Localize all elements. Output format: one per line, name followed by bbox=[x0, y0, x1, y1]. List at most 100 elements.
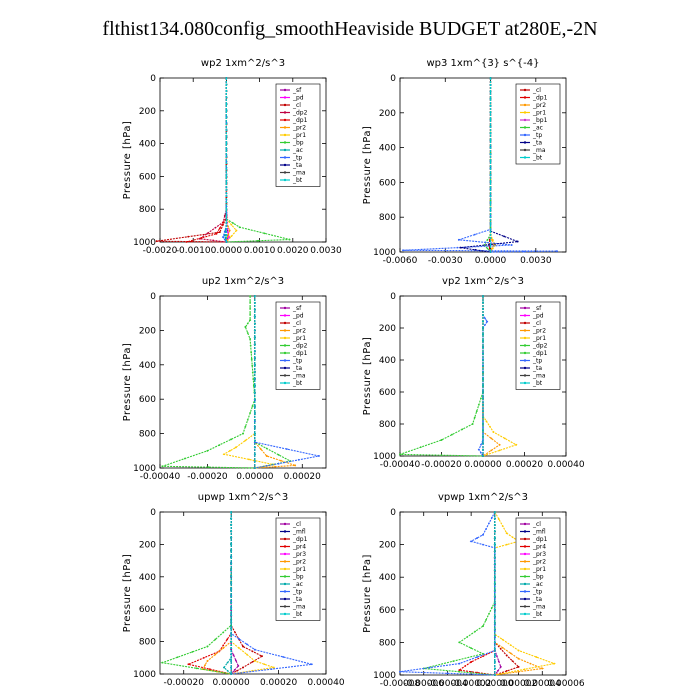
series-point bbox=[225, 116, 228, 119]
series-point bbox=[529, 662, 532, 665]
series-line-dp2 bbox=[162, 296, 256, 469]
series-point bbox=[225, 162, 228, 165]
series-point bbox=[482, 448, 484, 451]
x-tick-label: -0.00006 bbox=[403, 679, 444, 689]
series-point bbox=[482, 416, 484, 419]
y-tick-label: 1000 bbox=[133, 670, 156, 680]
series-point bbox=[489, 91, 492, 93]
series-point bbox=[251, 405, 254, 407]
y-tick-label: 800 bbox=[379, 638, 396, 648]
series-point bbox=[225, 129, 228, 132]
series-point bbox=[402, 249, 404, 252]
chart-panel-wp2: wp2 1xm^2/s^3 Pressure [hPa] 0 200 400 600 800… bbox=[122, 58, 342, 256]
series-point bbox=[493, 550, 496, 553]
series-point bbox=[236, 669, 238, 672]
series-point bbox=[493, 634, 496, 637]
series-point bbox=[493, 654, 496, 657]
legend-label: _tp bbox=[532, 358, 542, 365]
series-point bbox=[225, 227, 228, 230]
chart-panel-vp2: vp2 1xm^2/s^3 Pressure [hPa] 0 200 400 600 800… bbox=[362, 276, 585, 470]
legend-marker bbox=[283, 163, 287, 167]
series-point bbox=[495, 655, 498, 657]
legend-marker bbox=[283, 88, 287, 92]
series-point bbox=[317, 455, 320, 457]
series-point bbox=[482, 359, 484, 361]
y-tick-label: 400 bbox=[139, 140, 156, 150]
series-point bbox=[230, 562, 233, 565]
x-tick-label: 0.00040 bbox=[547, 460, 584, 470]
plot-frame bbox=[159, 511, 327, 675]
series-line-ac bbox=[483, 78, 492, 253]
series-point bbox=[501, 638, 504, 641]
series-point bbox=[214, 638, 217, 641]
series-point bbox=[491, 238, 494, 241]
legend-marker bbox=[283, 552, 287, 556]
series-point bbox=[474, 630, 476, 633]
legend-marker bbox=[283, 329, 287, 332]
x-tick-label: 0.0030 bbox=[520, 256, 552, 266]
legend-label: _dp1 bbox=[532, 350, 548, 357]
series-point bbox=[230, 640, 233, 643]
legend-marker bbox=[523, 522, 527, 526]
series-point bbox=[489, 84, 492, 86]
series-point bbox=[225, 123, 228, 125]
series-point bbox=[253, 363, 256, 366]
series-point bbox=[246, 322, 249, 325]
series-line-dp1 bbox=[230, 512, 264, 675]
panel-title: up2 1xm^2/s^3 bbox=[202, 276, 284, 287]
series-point bbox=[223, 214, 226, 217]
legend-marker bbox=[283, 103, 287, 107]
series-point bbox=[493, 556, 496, 559]
series-point bbox=[230, 537, 233, 539]
legend-marker bbox=[523, 148, 527, 152]
y-tick-label: 600 bbox=[379, 606, 396, 616]
legend-label: _ta bbox=[532, 596, 542, 603]
series-point bbox=[459, 246, 462, 249]
series-point bbox=[510, 244, 513, 246]
series-point bbox=[285, 448, 288, 450]
series-point bbox=[230, 569, 233, 572]
series-point bbox=[482, 384, 484, 387]
series-point bbox=[234, 659, 237, 662]
legend-label: _cl bbox=[532, 521, 541, 528]
series-point bbox=[228, 229, 231, 232]
series-point bbox=[493, 517, 496, 520]
series-point bbox=[249, 295, 252, 297]
series-point bbox=[230, 511, 233, 513]
series-point bbox=[457, 238, 460, 241]
series-point bbox=[482, 314, 484, 317]
legend-marker bbox=[283, 605, 287, 608]
series-point bbox=[251, 371, 254, 374]
series-point bbox=[208, 668, 211, 671]
plot-frame bbox=[159, 77, 327, 243]
series-point bbox=[253, 460, 256, 463]
legend-marker bbox=[283, 567, 287, 571]
x-tick-label: 0.00040 bbox=[307, 678, 344, 688]
series-point bbox=[277, 453, 280, 456]
series-point bbox=[261, 655, 263, 658]
x-tick-label: -0.00040 bbox=[380, 460, 421, 470]
series-point bbox=[225, 96, 228, 99]
plot-frame bbox=[399, 511, 567, 676]
series-point bbox=[253, 384, 256, 387]
series-point bbox=[493, 674, 496, 676]
series-point bbox=[238, 638, 240, 640]
series-point bbox=[482, 365, 484, 368]
series-point bbox=[493, 569, 496, 572]
legend-marker bbox=[523, 103, 527, 107]
series-point bbox=[509, 644, 512, 647]
series-point bbox=[473, 233, 476, 236]
series-point bbox=[471, 423, 474, 425]
series-point bbox=[263, 663, 266, 666]
series-point bbox=[489, 125, 492, 128]
series-point bbox=[399, 670, 401, 673]
series-point bbox=[489, 97, 492, 100]
series-point bbox=[482, 543, 484, 546]
legend-label: _ma bbox=[292, 373, 306, 380]
series-point bbox=[489, 195, 492, 198]
panel-title: vpwp 1xm^2/s^3 bbox=[438, 492, 528, 503]
series-point bbox=[238, 647, 240, 649]
series-point bbox=[200, 237, 203, 239]
series-point bbox=[206, 449, 209, 452]
series-point bbox=[482, 403, 484, 406]
